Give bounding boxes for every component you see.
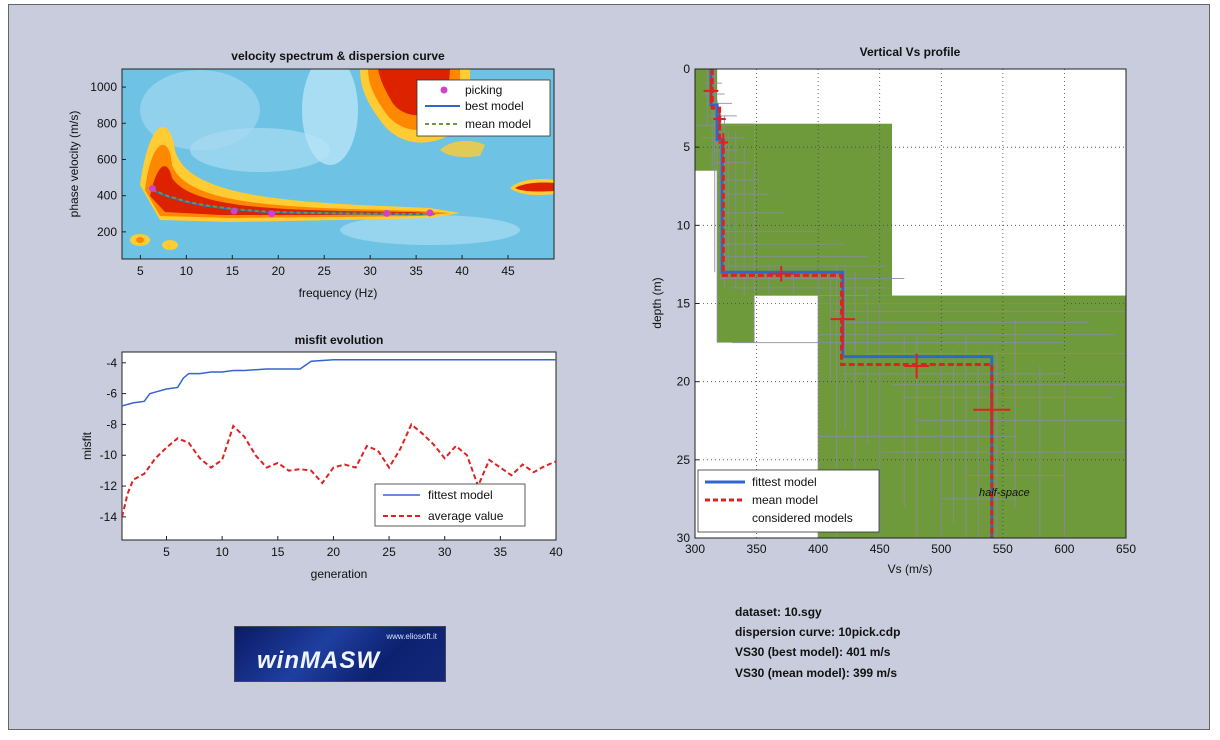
info-vs30-mean: VS30 (mean model): 399 m/s (735, 666, 898, 680)
misfit-xtick-label: 35 (494, 545, 508, 559)
info-dataset: dataset: 10.sgy (735, 605, 822, 619)
vs-xtick-label: 650 (1116, 542, 1136, 556)
misfit-xtick-label: 10 (215, 545, 229, 559)
considered-models-lines (695, 69, 1126, 538)
vs-ytick-label: 0 (683, 62, 690, 76)
misfit-series-1 (122, 422, 556, 518)
legend-vs-mean: mean model (752, 493, 818, 507)
considered-region-block (754, 123, 893, 296)
misfit-xtick-label: 30 (438, 545, 452, 559)
misfit-title: misfit evolution (295, 333, 384, 347)
legend-picking: picking (465, 83, 502, 97)
legend-vs-considered: considered models (752, 511, 853, 525)
picking-point (268, 210, 276, 218)
half-space-label: half-space (979, 487, 1030, 499)
spectrum-ytick-label: 800 (97, 116, 117, 130)
vs-series (703, 69, 1011, 538)
misfit-ytick-label: -14 (100, 510, 118, 524)
vs-legend: fittest model mean model considered mode… (697, 469, 880, 533)
spectrum-xtick-label: 35 (409, 264, 423, 278)
picking-point (383, 209, 391, 217)
vs-xtick-label: 600 (1054, 542, 1074, 556)
misfit-xtick-label: 25 (382, 545, 396, 559)
vs-axes: 300 350 400 450 500 550 600 650 0 5 10 15 20 25 30 (677, 62, 1137, 556)
spectrum-ytick-label: 1000 (90, 80, 117, 94)
spectrum-series (148, 184, 435, 218)
misfit-ytick-label: -12 (100, 479, 118, 493)
spectrum-ylabel: phase velocity (m/s) (67, 111, 81, 218)
spectrum-series-2 (151, 188, 435, 216)
vs-ytick-label: 10 (677, 218, 691, 232)
spectrum-title: velocity spectrum & dispersion curve (231, 49, 445, 63)
misfit-series (122, 358, 556, 518)
vs-xtick-label: 400 (808, 542, 828, 556)
legend-picking-marker (440, 86, 448, 94)
picking-point (426, 209, 434, 217)
spectrum-xtick-label: 20 (272, 264, 286, 278)
spectrum-xtick-label: 30 (363, 264, 377, 278)
picking-point (230, 207, 238, 215)
spectrum-xtick-label: 15 (226, 264, 240, 278)
spectrum-ytick-label: 200 (97, 225, 117, 239)
misfit-xlabel: generation (311, 567, 368, 581)
misfit-ytick-label: -10 (100, 448, 118, 462)
vs-ytick-label: 15 (677, 297, 691, 311)
legend-fittest: fittest model (428, 488, 493, 502)
spectrum-xtick-label: 45 (501, 264, 515, 278)
spectrum-ytick-label: 400 (97, 189, 117, 203)
vs-title: Vertical Vs profile (860, 45, 961, 59)
vs-xlabel: Vs (m/s) (888, 562, 933, 576)
considered-models-region (695, 69, 1126, 538)
misfit-axes: 5 10 15 20 25 30 35 40 -4 -6 -8 -10 -12 -14 (100, 356, 563, 559)
info-vs30-best: VS30 (best model): 401 m/s (735, 645, 891, 659)
misfit-ytick-label: -4 (106, 356, 117, 370)
logo-name: winMASW (257, 647, 380, 674)
spectrum-xlabel: frequency (Hz) (299, 286, 378, 300)
spectrum-ytick-label: 600 (97, 152, 117, 166)
spectrum-axes: 5 10 15 20 25 30 35 40 45 200 400 600 800 1000 (90, 80, 515, 278)
vs-ytick-label: 5 (683, 140, 690, 154)
misfit-panel: misfit evolution 5 10 15 20 25 30 35 40 -4 -6 -8 -1… (80, 333, 563, 581)
misfit-ytick-label: -8 (106, 417, 117, 431)
info-dispersion-curve: dispersion curve: 10pick.cdp (735, 625, 901, 639)
misfit-legend: fittest model average value (374, 483, 526, 527)
vs-ytick-label: 25 (677, 453, 691, 467)
vs-xtick-label: 350 (747, 542, 767, 556)
misfit-ytick-label: -6 (106, 387, 117, 401)
misfit-ylabel: misfit (80, 431, 94, 460)
spectrum-xtick-label: 25 (318, 264, 332, 278)
spectrum-xtick-label: 40 (455, 264, 469, 278)
legend-mean: mean model (465, 117, 531, 131)
misfit-xtick-label: 40 (549, 545, 563, 559)
logo-url: www.eliosoft.it (386, 632, 437, 641)
vs-ytick-label: 30 (677, 531, 691, 545)
misfit-xtick-label: 15 (271, 545, 285, 559)
misfit-series-0 (122, 358, 556, 407)
misfit-xtick-label: 20 (327, 545, 341, 559)
vs-xtick-label: 500 (931, 542, 951, 556)
legend-vs-fittest: fittest model (752, 475, 817, 489)
vs-xtick-label: 300 (685, 542, 705, 556)
spectrum-panel: velocity spectrum & dispersion curve 5 10… (67, 49, 555, 300)
logo: www.eliosoft.it winMASW (234, 626, 446, 682)
vs-xtick-label: 550 (993, 542, 1013, 556)
spectrum-xtick-label: 10 (180, 264, 194, 278)
vs-ylabel: depth (m) (650, 277, 664, 328)
misfit-xtick-label: 5 (163, 545, 170, 559)
spectrum-xtick-label: 5 (137, 264, 144, 278)
legend-best: best model (465, 99, 524, 113)
picking-point (148, 184, 156, 192)
vs-ytick-label: 20 (677, 375, 691, 389)
spectrum-legend: picking best model mean model (416, 79, 551, 137)
legend-average: average value (428, 509, 504, 523)
vs-panel: Vertical Vs profile 300 350 400 450 500 550 60… (650, 45, 1136, 576)
vs-xtick-label: 450 (870, 542, 890, 556)
